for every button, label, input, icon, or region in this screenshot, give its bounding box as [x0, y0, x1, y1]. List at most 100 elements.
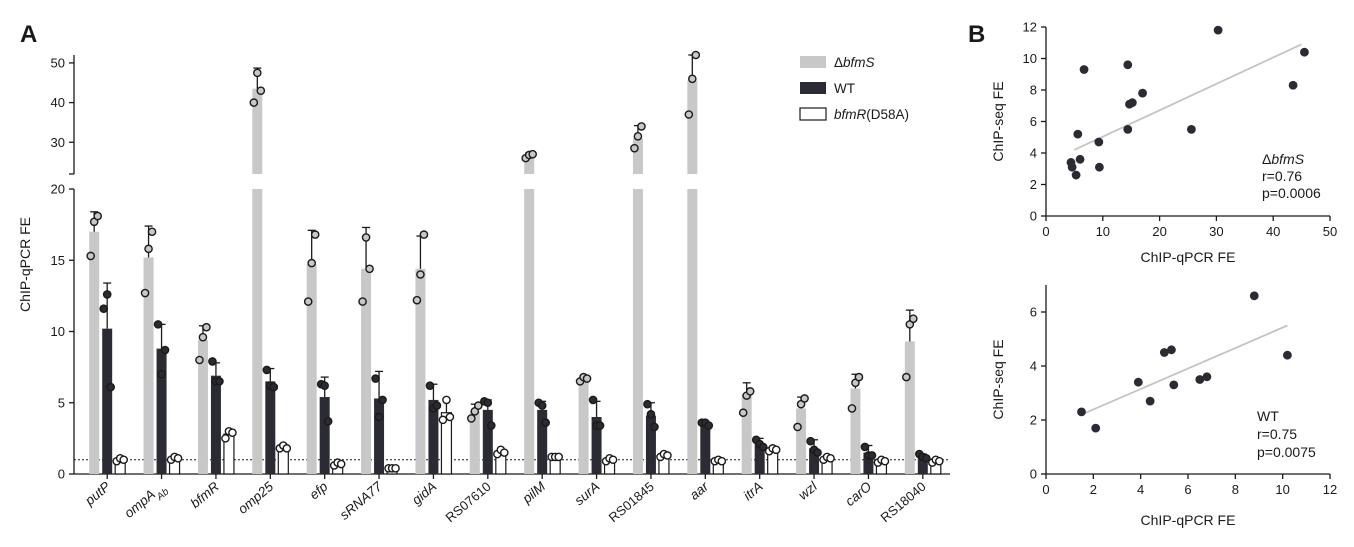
y-tick-label: 12 [1023, 20, 1037, 35]
bar-wt [917, 456, 928, 474]
bar-wt [374, 398, 385, 474]
replicate-point [860, 442, 870, 452]
panel-label-a: A [20, 21, 37, 48]
y-tick-label: 10 [1023, 51, 1037, 66]
replicate-point [582, 374, 592, 383]
bar-wt [700, 424, 711, 474]
replicate-point [320, 381, 329, 390]
scatter-point [1202, 372, 1212, 382]
scatter-point [1077, 407, 1086, 417]
category-name: sRNA77 [337, 478, 386, 522]
x-category-label: putP [81, 479, 113, 509]
replicate-point [361, 233, 371, 242]
scatter-top-strain-name: bfmS [1271, 151, 1304, 167]
replicate-point [483, 398, 493, 408]
replicate-point [147, 227, 157, 237]
replicate-point [704, 421, 714, 430]
scatter-point [1123, 60, 1133, 70]
bar-wt [809, 448, 820, 474]
replicate-point [854, 372, 864, 382]
replicate-point [935, 456, 944, 466]
y-tick-label: 6 [1030, 114, 1037, 129]
x-category-label: ompAAb [121, 479, 171, 526]
x-tick-label: 8 [1232, 482, 1239, 497]
replicate-point [303, 297, 313, 306]
y-tick-label: 30 [51, 135, 65, 150]
scatter-point [1094, 137, 1104, 147]
scatter-point [1067, 162, 1077, 172]
replicate-point [806, 436, 815, 446]
bar-wt [482, 409, 493, 474]
replicate-point [800, 394, 809, 403]
replicate-point [391, 463, 400, 473]
replicate-point [140, 288, 150, 298]
scatter-point [1159, 348, 1169, 357]
replicate-point [173, 454, 183, 463]
category-subscript: Ab [154, 486, 172, 503]
replicate-point [528, 149, 537, 159]
y-tick-label: 0 [1030, 209, 1037, 224]
replicate-point [221, 434, 230, 443]
replicate-point [144, 244, 153, 254]
replicate-point [922, 454, 931, 463]
scatter-point [1167, 345, 1176, 355]
x-category-label: surA [572, 479, 603, 508]
scatter-top-y-label: ChIP-seq FE [990, 81, 1006, 161]
replicate-point [474, 401, 483, 410]
legend-mutant-name: bfmR [834, 107, 867, 122]
y-tick-label: 0 [1030, 467, 1037, 482]
replicate-point [358, 297, 367, 306]
scatter-point [1073, 129, 1083, 139]
replicate-point [487, 421, 496, 430]
scatter-bottom-p-value: p=0.0075 [1257, 444, 1316, 460]
x-tick-label: 12 [1323, 482, 1337, 497]
scatter-bottom-r-value: r=0.75 [1257, 426, 1297, 442]
x-category-label: aar [687, 478, 712, 502]
legend-mutant-suffix: (D58A) [866, 107, 909, 122]
replicate-point [157, 369, 166, 379]
replicate-point [595, 421, 605, 430]
scatter-point [1249, 291, 1259, 301]
replicate-point [371, 374, 380, 383]
bar-delta-bfms-lower [252, 189, 263, 474]
x-category-label: itrA [740, 479, 765, 504]
bar-wt [428, 399, 439, 474]
replicate-point [880, 456, 890, 466]
legend-swatch-bfmr-d58a [799, 107, 827, 121]
x-category-label: sRNA77 [337, 478, 386, 522]
replicate-point [365, 264, 374, 274]
bar-wt [210, 375, 221, 474]
scatter-point [1213, 25, 1223, 35]
replicate-point [663, 451, 672, 460]
bar-wt [591, 417, 602, 474]
bar-wt [863, 452, 874, 474]
legend-label-wt: WT [834, 81, 855, 96]
bar-delta-bfms [469, 411, 480, 474]
y-tick-label: 4 [1030, 146, 1037, 161]
x-category-label: carO [842, 478, 874, 509]
scatter-top-fit-line [1074, 43, 1302, 151]
replicate-point [608, 455, 618, 465]
scatter-point [1169, 380, 1179, 390]
replicate-point [195, 355, 204, 365]
bar-delta-bfms [252, 88, 263, 174]
replicate-point [102, 290, 112, 299]
replicate-point [771, 445, 781, 455]
replicate-point [745, 387, 755, 396]
legend-swatch-wt [800, 82, 826, 94]
x-tick-label: 40 [1266, 224, 1280, 239]
bar-delta-bfms [306, 264, 317, 474]
bar-delta-bfms [361, 268, 372, 474]
x-tick-label: 50 [1323, 224, 1337, 239]
scatter-point [1187, 124, 1196, 134]
scatter-point [1094, 162, 1104, 172]
y-tick-label: 5 [58, 395, 65, 410]
x-tick-label: 4 [1137, 482, 1144, 497]
replicate-point [438, 415, 448, 425]
replicate-point [630, 143, 639, 153]
bar-delta-bfms [741, 394, 752, 474]
replicate-point [738, 408, 748, 418]
replicate-point [442, 395, 451, 405]
y-tick-label: 15 [51, 253, 65, 268]
